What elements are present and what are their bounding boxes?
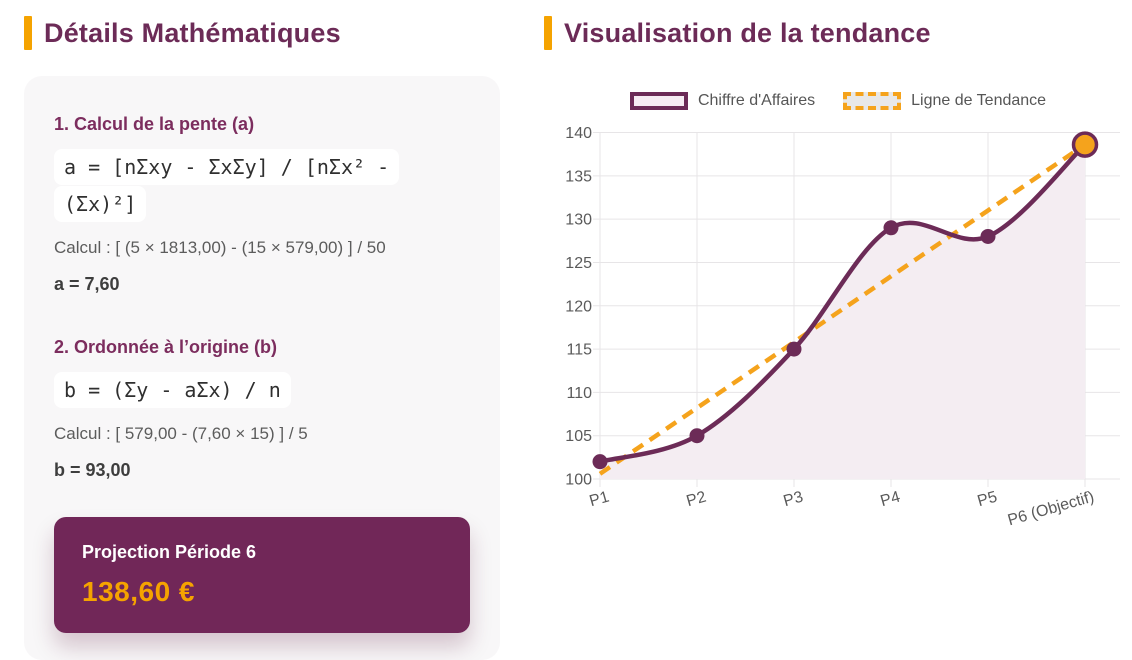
intercept-heading: 2. Ordonnée à l’origine (b) [54,336,278,357]
math-details-header: Détails Mathématiques [24,16,341,50]
data-point[interactable] [689,428,705,444]
revenue-legend-label[interactable]: Chiffre d'Affaires [697,92,816,109]
y-tick-label: 115 [566,342,592,359]
x-tick-label: P2 [685,488,709,510]
data-point[interactable] [592,454,608,470]
y-tick-label: 125 [565,255,592,272]
objective-point[interactable] [1071,131,1099,158]
intercept-section: 2. Ordonnée à l’origine (b) b = (Σy - aΣ… [54,337,470,481]
projection-label: Projection Période 6 [82,541,257,562]
y-tick-label: 105 [565,428,592,445]
slope-formula: a = [nΣxy - ΣxΣy] / [nΣx² - (Σx)²] [54,149,400,222]
projection-box: Projection Période 6 138,60 € [54,516,470,633]
y-tick-label: 135 [565,168,592,185]
trend-chart[interactable]: 100 105 110 115 120 125 130 135 140 P1 P2 P3 P4 P5 P6 … [544,120,1132,556]
trend-legend-label[interactable]: Ligne de Tendance [911,92,1047,109]
trend-header: Visualisation de la tendance [544,16,931,50]
trend-title: Visualisation de la tendance [564,17,931,48]
slope-calculation: Calcul : [ (5 × 1813,00) - (15 × 579,00)… [54,238,386,257]
y-tick-label: 130 [565,212,592,229]
trend-line [598,142,1087,476]
x-tick-label: P4 [879,488,903,510]
data-point[interactable] [980,228,996,244]
accent-bar-icon [24,16,32,50]
slope-result: a = 7,60 [54,273,120,294]
accent-bar-icon [544,16,552,50]
math-details-card: 1. Calcul de la pente (a) a = [nΣxy - Σx… [24,76,500,660]
y-tick-label: 140 [565,125,592,142]
intercept-calculation: Calcul : [ 579,00 - (7,60 × 15) ] / 5 [54,423,308,443]
revenue-legend-swatch[interactable] [629,92,688,110]
intercept-formula: b = (Σy - aΣx) / n [54,371,291,408]
math-details-title: Détails Mathématiques [44,17,341,48]
slope-heading: 1. Calcul de la pente (a) [54,114,255,134]
chart-legend: Chiffre d'Affaires Ligne de Tendance [544,92,1132,110]
x-tick-label: P3 [782,488,806,510]
projection-value: 138,60 € [82,575,195,607]
x-tick-label: P5 [976,488,1000,510]
y-tick-label: 100 [565,472,592,489]
data-point[interactable] [883,220,899,236]
x-tick-label: P6 (Objectif) [1006,489,1096,530]
intercept-result: b = 93,00 [54,459,131,480]
data-point[interactable] [786,341,802,357]
slope-section: 1. Calcul de la pente (a) a = [nΣxy - Σx… [54,114,470,295]
y-tick-label: 120 [565,298,592,315]
y-tick-label: 110 [566,385,592,402]
trend-legend-swatch[interactable] [843,92,902,110]
x-tick-label: P1 [588,488,612,510]
